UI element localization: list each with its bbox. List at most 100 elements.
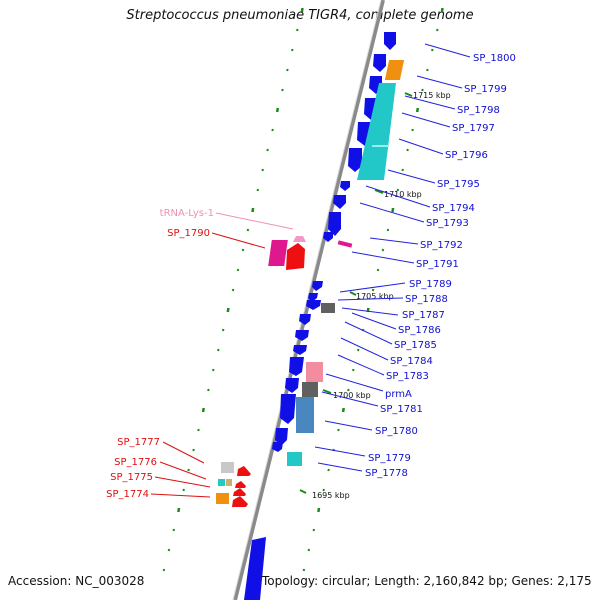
label-sp-1795[interactable]: SP_1795 — [437, 179, 480, 190]
gene-sp-1790-red[interactable] — [286, 243, 305, 270]
gene-sp-1798-cyan[interactable] — [357, 83, 396, 180]
scale-tick — [436, 28, 439, 32]
map-title: Streptococcus pneumoniae TIGR4, complete… — [126, 8, 474, 23]
label-sp-1785[interactable]: SP_1785 — [394, 340, 437, 351]
gene-sp-1780-b[interactable] — [296, 397, 314, 433]
gene-sp-1789[interactable] — [312, 281, 323, 291]
scale-label-1705: 1705 kbp — [356, 292, 394, 301]
gene-sp-1787[interactable] — [321, 303, 335, 313]
scale-tick — [352, 368, 355, 372]
gene-sp-1791[interactable] — [323, 232, 333, 242]
gene-sp-1799-a[interactable] — [373, 54, 386, 72]
label-sp-1783[interactable]: SP_1783 — [386, 371, 429, 382]
gene-sp-1778[interactable] — [287, 452, 302, 466]
label-sp-1780[interactable]: SP_1780 — [375, 426, 418, 437]
gene-sp-1775-red-b[interactable] — [233, 488, 246, 496]
gene-sp-1788-a[interactable] — [308, 293, 318, 302]
label-sp-1793[interactable]: SP_1793 — [426, 218, 469, 229]
gene-sp-1780-a[interactable] — [280, 394, 296, 424]
gene-sp-1779-b[interactable] — [272, 442, 283, 452]
gene-sp-1785[interactable] — [295, 330, 309, 341]
scale-tick — [201, 407, 205, 413]
gene-sp-1800[interactable] — [384, 32, 396, 50]
label-sp-1789[interactable]: SP_1789 — [409, 279, 452, 290]
gene-sp-1793[interactable] — [328, 212, 341, 236]
scale-tick — [246, 228, 250, 232]
gene-sp-1790-magenta[interactable] — [268, 240, 288, 266]
label-sp-1774[interactable]: SP_1774 — [106, 489, 149, 500]
scale-tick — [275, 107, 280, 113]
label-sp-1791[interactable]: SP_1791 — [416, 259, 459, 270]
gene-sp-1776-cyan[interactable] — [218, 479, 225, 486]
label-sp-1779[interactable]: SP_1779 — [368, 453, 411, 464]
gene-sp-1796[interactable] — [348, 148, 362, 172]
label-sp-1792[interactable]: SP_1792 — [420, 240, 463, 251]
gene-sp-1795[interactable] — [340, 181, 350, 191]
scale-tick — [162, 568, 166, 572]
scale-tick — [406, 148, 409, 152]
label-sp-1798[interactable]: SP_1798 — [457, 105, 500, 116]
label-sp-1790[interactable]: SP_1790 — [167, 228, 210, 239]
gene-prma-b[interactable] — [285, 378, 299, 393]
label-sp-1787[interactable]: SP_1787 — [402, 310, 445, 321]
label-trna-lys-1[interactable]: tRNA-Lys-1 — [160, 208, 214, 219]
scale-tick — [356, 348, 360, 352]
label-sp-1786[interactable]: SP_1786 — [398, 325, 441, 336]
scale-tick — [291, 48, 294, 52]
accession-text: Accession: NC_003028 — [8, 574, 145, 588]
gene-sp-1794[interactable] — [333, 195, 346, 209]
label-prma[interactable]: prmA — [385, 389, 412, 400]
scale-label-1715: 1715 kbp — [413, 91, 451, 100]
label-sp-1775[interactable]: SP_1775 — [110, 472, 153, 483]
label-sp-1788[interactable]: SP_1788 — [405, 294, 448, 305]
scale-labels: 1715 kbp 1710 kbp 1705 kbp 1700 kbp 1695… — [299, 91, 451, 500]
label-sp-1778[interactable]: SP_1778 — [365, 468, 408, 479]
scale-tick — [197, 428, 200, 432]
scale-tick — [251, 207, 255, 213]
gene-sp-1788-b[interactable] — [306, 300, 321, 310]
gene-sp-1784[interactable] — [293, 345, 307, 355]
scale-tick — [401, 168, 404, 172]
gene-sp-1774-orange[interactable] — [216, 493, 229, 504]
gene-sp-1781[interactable] — [302, 382, 318, 397]
label-sp-1800[interactable]: SP_1800 — [473, 53, 516, 64]
label-sp-1797[interactable]: SP_1797 — [452, 123, 495, 134]
scale-tick — [327, 468, 330, 472]
scale-tick — [322, 488, 325, 492]
scale-tick — [241, 248, 245, 252]
label-sp-1794[interactable]: SP_1794 — [432, 203, 475, 214]
scale-tick — [347, 388, 350, 392]
scale-tick — [426, 68, 429, 72]
scale-tick — [302, 568, 306, 572]
outer-track-genes — [357, 60, 405, 180]
topology-text: Topology: circular; Length: 2,160,842 bp… — [262, 574, 592, 588]
label-sp-1777[interactable]: SP_1777 — [117, 437, 160, 448]
scale-tick — [231, 288, 235, 292]
reverse-strand-genes — [216, 236, 306, 507]
label-sp-1799[interactable]: SP_1799 — [464, 84, 507, 95]
scale-tick — [341, 407, 345, 413]
gene-sp-1777-red[interactable] — [237, 466, 251, 476]
gene-trna-lys-1[interactable] — [293, 236, 306, 242]
gene-sp-1799-orange[interactable] — [384, 60, 405, 80]
scale-tick — [300, 7, 304, 13]
gene-sp-1777-gray[interactable] — [221, 462, 234, 473]
gene-bottom[interactable] — [244, 537, 266, 600]
gene-sp-1783[interactable] — [289, 357, 304, 376]
gene-prma-a[interactable] — [306, 362, 323, 382]
gene-sp-1775-red-a[interactable] — [235, 481, 246, 488]
right-gene-labels: SP_1800 SP_1799 SP_1798 SP_1797 SP_1796 … — [314, 43, 516, 479]
label-sp-1796[interactable]: SP_1796 — [445, 150, 488, 161]
label-sp-1781[interactable]: SP_1781 — [380, 404, 423, 415]
scale-tick — [371, 288, 375, 292]
gene-sp-1774-red[interactable] — [232, 496, 248, 507]
scale-tick — [266, 148, 269, 152]
label-sp-1776[interactable]: SP_1776 — [114, 457, 157, 468]
gene-sp-1786[interactable] — [299, 314, 311, 325]
gene-sp-1779-a[interactable] — [275, 428, 288, 446]
gene-sp-1792[interactable] — [337, 240, 353, 248]
scale-tick — [376, 268, 380, 272]
label-sp-1784[interactable]: SP_1784 — [390, 356, 433, 367]
gene-sp-1776-tan[interactable] — [226, 479, 232, 486]
scale-tick — [421, 88, 424, 92]
